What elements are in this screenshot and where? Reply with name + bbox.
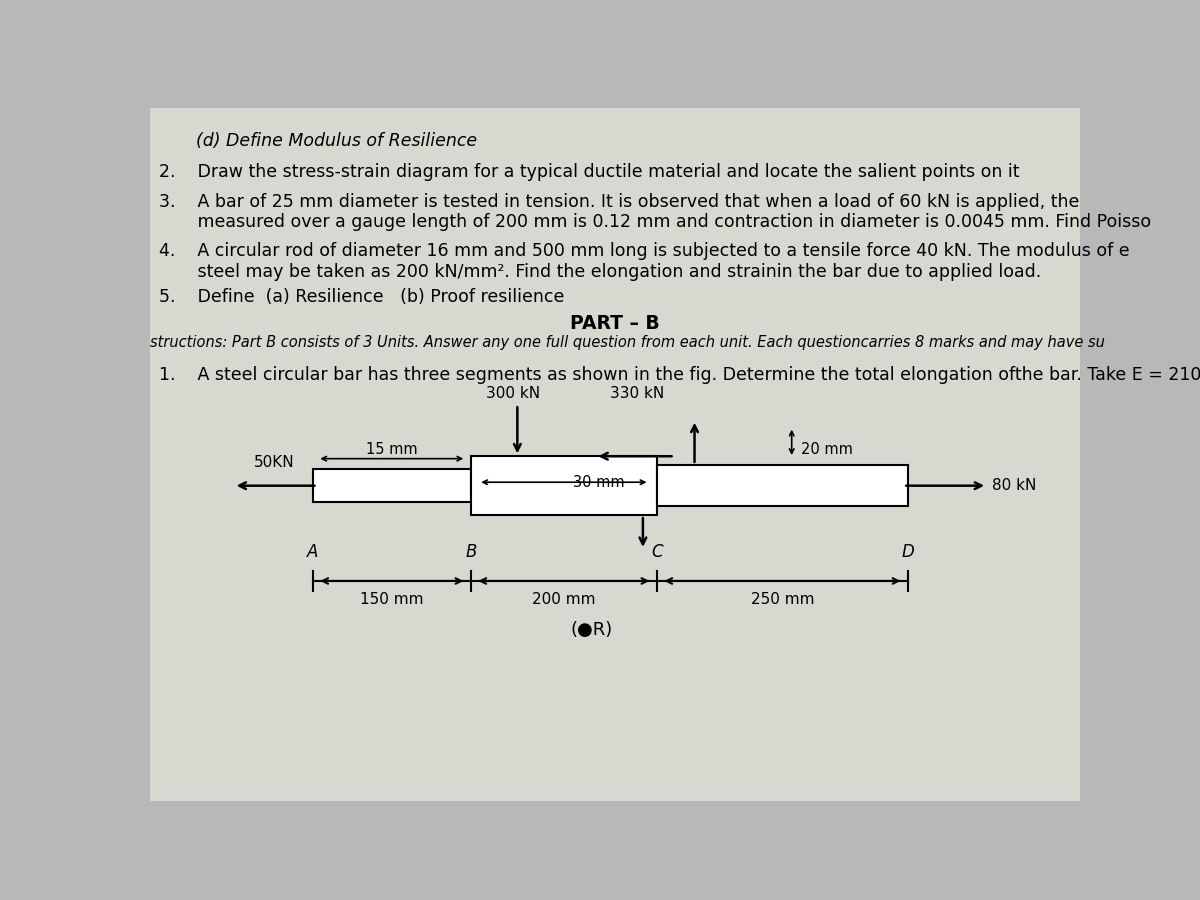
Text: 20 mm: 20 mm xyxy=(802,442,853,457)
Text: 2.    Draw the stress-strain diagram for a typical ductile material and locate t: 2. Draw the stress-strain diagram for a … xyxy=(160,164,1020,182)
Text: steel may be taken as 200 kN/mm². Find the elongation and strainin the bar due t: steel may be taken as 200 kN/mm². Find t… xyxy=(160,263,1042,281)
Text: 5.    Define  (a) Resilience   (b) Proof resilience: 5. Define (a) Resilience (b) Proof resil… xyxy=(160,288,565,306)
Text: D: D xyxy=(901,543,914,561)
Bar xyxy=(656,465,908,507)
Text: measured over a gauge length of 200 mm is 0.12 mm and contraction in diameter is: measured over a gauge length of 200 mm i… xyxy=(160,213,1152,231)
Text: structions: Part B consists of 3 Units. Answer any one full question from each u: structions: Part B consists of 3 Units. … xyxy=(150,336,1105,350)
Text: 4.    A circular rod of diameter 16 mm and 500 mm long is subjected to a tensile: 4. A circular rod of diameter 16 mm and … xyxy=(160,242,1130,260)
Text: PART – B: PART – B xyxy=(570,314,660,333)
Text: (d) Define Modulus of Resilience: (d) Define Modulus of Resilience xyxy=(197,132,478,150)
Text: B: B xyxy=(466,543,476,561)
Text: 300 kN: 300 kN xyxy=(486,386,540,400)
Text: 1.    A steel circular bar has three segments as shown in the fig. Determine the: 1. A steel circular bar has three segmen… xyxy=(160,365,1200,383)
Text: (●R): (●R) xyxy=(571,621,613,639)
Text: 150 mm: 150 mm xyxy=(360,592,424,608)
Text: 3.    A bar of 25 mm diameter is tested in tension. It is observed that when a l: 3. A bar of 25 mm diameter is tested in … xyxy=(160,193,1080,211)
Text: 30 mm: 30 mm xyxy=(574,474,625,490)
Text: 200 mm: 200 mm xyxy=(532,592,595,608)
Text: 330 kN: 330 kN xyxy=(610,386,665,400)
Text: C: C xyxy=(652,543,662,561)
Text: 15 mm: 15 mm xyxy=(366,442,418,457)
Text: 50KN: 50KN xyxy=(253,455,294,471)
Text: 80 kN: 80 kN xyxy=(991,478,1036,493)
Text: A: A xyxy=(307,543,318,561)
Text: 250 mm: 250 mm xyxy=(751,592,814,608)
Bar xyxy=(470,456,656,515)
Bar xyxy=(313,469,470,502)
